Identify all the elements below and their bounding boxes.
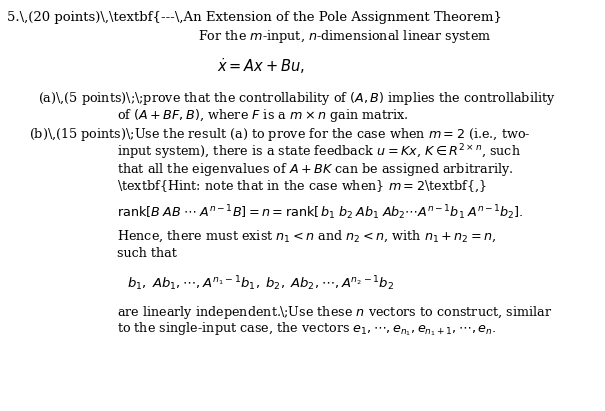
Text: that all the eigenvalues of $A+BK$ can be assigned arbitrarily.: that all the eigenvalues of $A+BK$ can b… xyxy=(117,161,514,178)
Text: Hence, there must exist $n_1<n$ and $n_2<n$, with $n_1+n_2=n$,: Hence, there must exist $n_1<n$ and $n_2… xyxy=(117,229,497,245)
Text: \textbf{Hint: note that in the case when} $m=2$\textbf{,}: \textbf{Hint: note that in the case when… xyxy=(117,179,488,194)
Text: input system), there is a state feedback $u=Kx$, $K\in R^{2\times n}$, such: input system), there is a state feedback… xyxy=(117,142,522,162)
Text: For the $m$-input, $n$-dimensional linear system: For the $m$-input, $n$-dimensional linea… xyxy=(198,28,492,46)
Text: $\mathrm{rank}[B\;AB\;\cdots\;A^{n-1}B]=n=\mathrm{rank}[\,b_1\;b_2\;Ab_1\;Ab_2\c: $\mathrm{rank}[B\;AB\;\cdots\;A^{n-1}B]=… xyxy=(117,203,524,222)
Text: are linearly independent.\;Use these $n$ vectors to construct, similar: are linearly independent.\;Use these $n$… xyxy=(117,304,552,321)
Text: (a)\,(5 points)\;\;prove that the controllability of $(A,B)$ implies the control: (a)\,(5 points)\;\;prove that the contro… xyxy=(38,90,555,107)
Text: $\dot{x} = Ax + Bu,$: $\dot{x} = Ax + Bu,$ xyxy=(217,56,305,76)
Text: of $(A+BF,B)$, where $F$ is a $m\times n$ gain matrix.: of $(A+BF,B)$, where $F$ is a $m\times n… xyxy=(117,107,409,125)
Text: such that: such that xyxy=(117,247,177,261)
Text: to the single-input case, the vectors $e_1,\cdots,e_{n_1},e_{n_1+1},\cdots,e_n.$: to the single-input case, the vectors $e… xyxy=(117,321,497,338)
Text: (b)\,(15 points)\;Use the result (a) to prove for the case when $m=2$ (i.e., two: (b)\,(15 points)\;Use the result (a) to … xyxy=(28,126,530,143)
Text: 5.\,(20 points)\,\textbf{---\,An Extension of the Pole Assignment Theorem}: 5.\,(20 points)\,\textbf{---\,An Extensi… xyxy=(7,11,502,24)
Text: $b_1,\;Ab_1,\cdots,A^{n_1-1}b_1,\;b_2,\;Ab_2,\cdots,A^{n_2-1}b_2$: $b_1,\;Ab_1,\cdots,A^{n_1-1}b_1,\;b_2,\;… xyxy=(128,274,394,293)
